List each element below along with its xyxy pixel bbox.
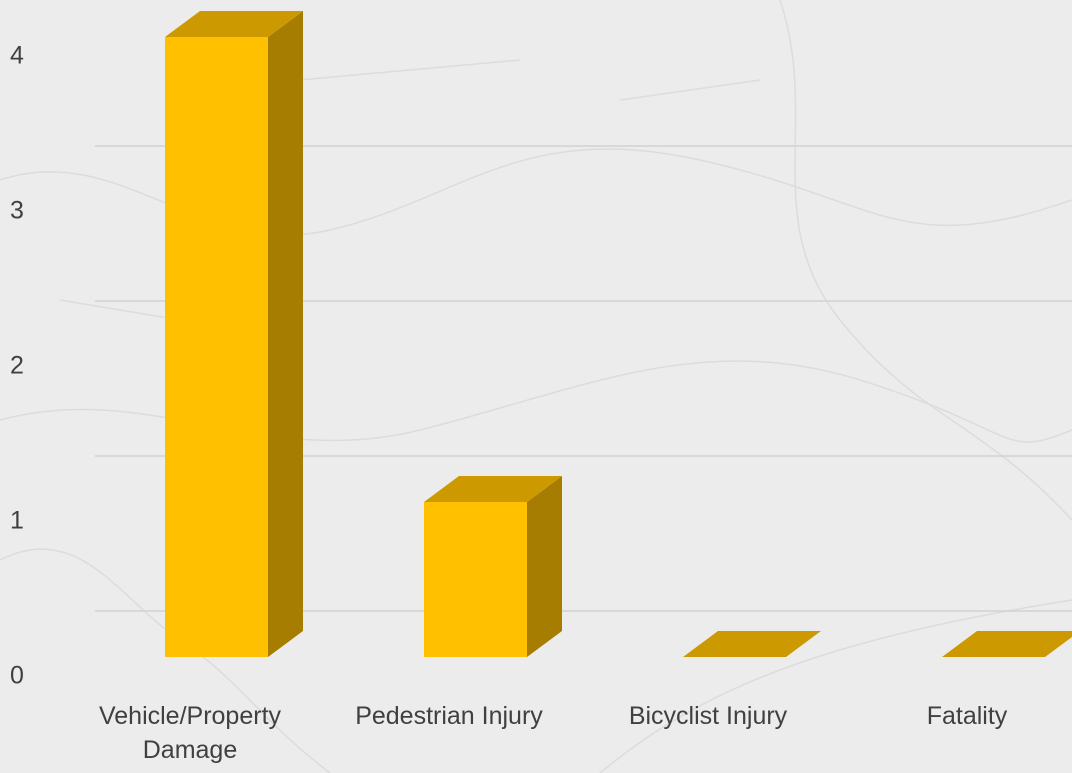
y-tick-label: 3 <box>10 197 24 225</box>
bar-top <box>165 11 303 37</box>
bar-side <box>268 11 303 657</box>
y-tick-label: 1 <box>10 507 24 535</box>
bar-top <box>683 631 821 657</box>
x-tick-label: Pedestrian Injury <box>355 702 543 730</box>
x-tick-label: Fatality <box>926 702 1008 730</box>
bar-top <box>942 631 1072 657</box>
x-tick-label: Vehicle/Property Damage <box>98 702 282 764</box>
bar-side <box>527 476 562 657</box>
y-tick-label: 2 <box>10 352 24 380</box>
bar <box>165 37 268 657</box>
bar-top <box>424 476 562 502</box>
bar <box>424 502 527 657</box>
x-tick-label: Bicyclist Injury <box>628 702 788 730</box>
y-tick-label: 4 <box>10 42 24 70</box>
y-tick-label: 0 <box>10 662 24 690</box>
